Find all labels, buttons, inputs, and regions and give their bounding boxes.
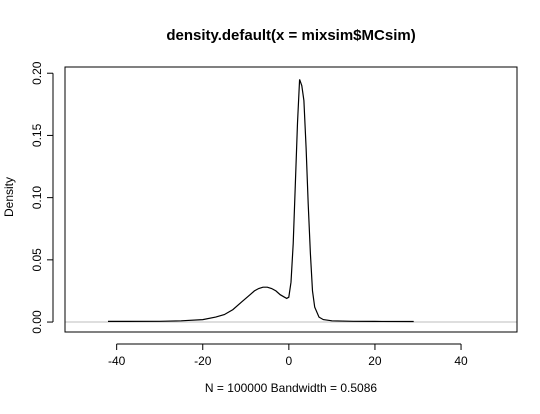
y-axis: 0.00 0.05 0.10 0.15 0.20: [30, 61, 54, 334]
y-tick-label: 0.15: [30, 123, 44, 147]
x-tick-label: -40: [108, 354, 126, 368]
x-axis-label: N = 100000 Bandwidth = 0.5086: [205, 381, 377, 395]
x-tick-label: 0: [286, 354, 293, 368]
plot-frame: [64, 66, 518, 333]
chart-title: density.default(x = mixsim$MCsim): [166, 27, 415, 44]
x-axis: -40 -20 0 20 40: [108, 343, 468, 368]
x-tick-label: -20: [194, 354, 212, 368]
x-tick-label: 20: [368, 354, 382, 368]
y-axis-label: Density: [2, 177, 16, 217]
y-tick-label: 0.05: [30, 248, 44, 272]
x-tick-label: 40: [454, 354, 468, 368]
density-curve: [107, 79, 414, 323]
y-tick-label: 0.00: [30, 310, 44, 334]
y-tick-label: 0.10: [30, 186, 44, 210]
y-tick-label: 0.20: [30, 61, 44, 85]
